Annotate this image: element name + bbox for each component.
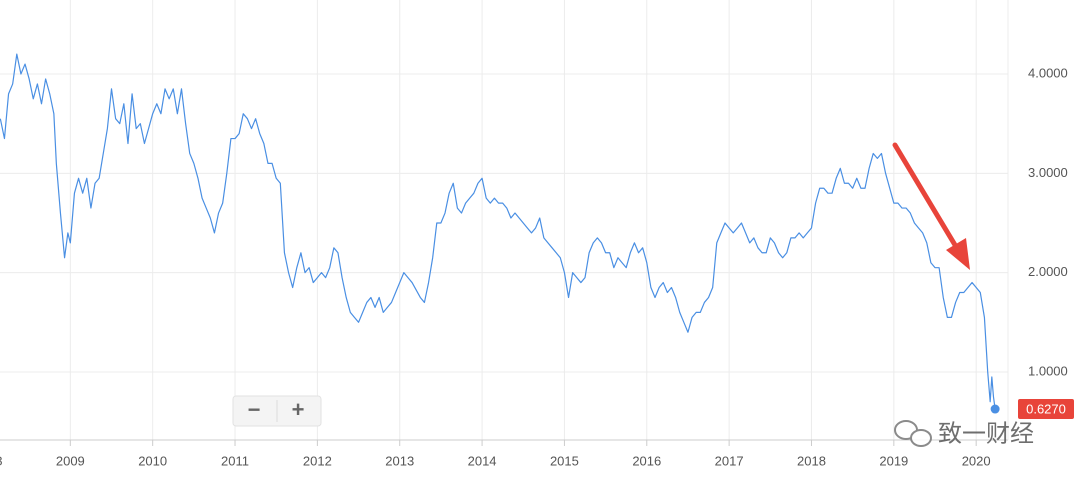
x-tick-label: 2015 (550, 453, 579, 468)
x-tick-label: 2012 (303, 453, 332, 468)
marks (0, 53, 1000, 414)
x-tick-label: 2009 (56, 453, 85, 468)
zoom-out-button[interactable]: − (248, 397, 261, 422)
arrow (892, 142, 970, 270)
x-tick-label: 2011 (221, 453, 249, 468)
x-tick-label: 2008 (0, 453, 2, 468)
zoom-in-button[interactable]: + (292, 397, 305, 422)
watermark: 致一财经 (894, 420, 1034, 447)
x-tick-label: 2013 (385, 453, 414, 468)
x-tick-label: 2020 (962, 453, 991, 468)
zoom-controls: − + (232, 395, 322, 427)
watermark-text: 致一财经 (938, 420, 1034, 447)
y-tick-label: 3.0000 (1028, 165, 1068, 180)
y-tick-label: 4.0000 (1028, 65, 1068, 80)
x-tick-label: 2014 (468, 453, 497, 468)
y-tick-label: 2.0000 (1028, 264, 1068, 279)
watermark-icon (910, 429, 932, 447)
x-tick-label: 2019 (879, 453, 908, 468)
end-point (990, 404, 1000, 414)
y-tick-label: 1.0000 (1028, 363, 1068, 378)
line (0, 53, 996, 410)
x-tick-label: 2017 (715, 453, 744, 468)
grid (0, 0, 1008, 440)
end-label-box (1018, 399, 1074, 420)
x-tick-label: 2016 (632, 453, 661, 468)
end-label: 0.6270 (1026, 401, 1066, 416)
x-tick-label: 2010 (138, 453, 167, 468)
x-tick-label: 2018 (797, 453, 826, 468)
